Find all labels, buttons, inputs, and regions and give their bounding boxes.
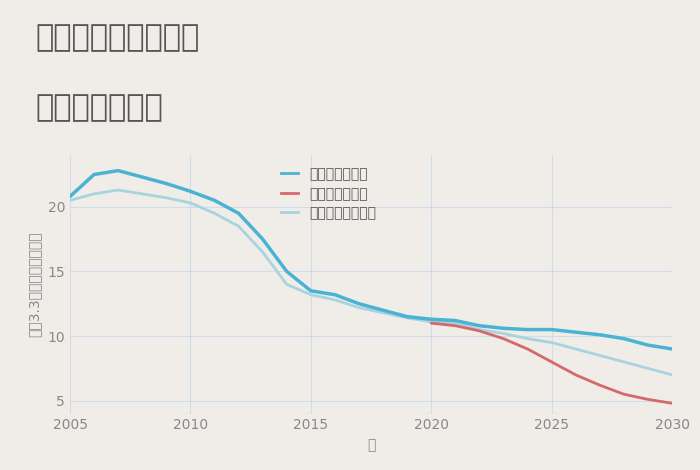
バッドシナリオ	[620, 392, 628, 397]
グッドシナリオ	[620, 336, 628, 341]
バッドシナリオ	[427, 321, 435, 326]
バッドシナリオ	[571, 372, 580, 378]
バッドシナリオ	[644, 397, 652, 402]
ノーマルシナリオ	[379, 310, 387, 315]
バッドシナリオ	[524, 346, 532, 352]
グッドシナリオ	[66, 194, 74, 199]
Line: バッドシナリオ: バッドシナリオ	[431, 323, 672, 403]
ノーマルシナリオ	[547, 340, 556, 345]
Y-axis label: 坪（3.3㎡）単価（万円）: 坪（3.3㎡）単価（万円）	[28, 232, 42, 337]
ノーマルシナリオ	[90, 191, 98, 196]
グッドシナリオ	[186, 188, 195, 194]
バッドシナリオ	[475, 328, 484, 334]
バッドシナリオ	[596, 383, 604, 388]
Line: グッドシナリオ: グッドシナリオ	[70, 171, 672, 349]
グッドシナリオ	[234, 211, 243, 216]
ノーマルシナリオ	[138, 191, 146, 196]
グッドシナリオ	[596, 332, 604, 337]
グッドシナリオ	[403, 314, 412, 320]
グッドシナリオ	[330, 292, 339, 298]
ノーマルシナリオ	[162, 195, 171, 201]
グッドシナリオ	[138, 174, 146, 180]
ノーマルシナリオ	[403, 315, 412, 321]
グッドシナリオ	[668, 346, 676, 352]
X-axis label: 年: 年	[367, 438, 375, 452]
ノーマルシナリオ	[234, 223, 243, 229]
ノーマルシナリオ	[210, 211, 218, 216]
ノーマルシナリオ	[571, 346, 580, 352]
バッドシナリオ	[668, 400, 676, 406]
ノーマルシナリオ	[186, 200, 195, 206]
バッドシナリオ	[547, 359, 556, 365]
グッドシナリオ	[547, 327, 556, 332]
ノーマルシナリオ	[258, 249, 267, 255]
ノーマルシナリオ	[668, 372, 676, 378]
ノーマルシナリオ	[355, 305, 363, 310]
グッドシナリオ	[427, 316, 435, 322]
グッドシナリオ	[90, 172, 98, 177]
グッドシナリオ	[499, 325, 508, 331]
グッドシナリオ	[451, 318, 459, 323]
Text: 三重県伊賀市丸柱の: 三重県伊賀市丸柱の	[35, 23, 200, 52]
ノーマルシナリオ	[283, 282, 291, 287]
ノーマルシナリオ	[307, 292, 315, 298]
ノーマルシナリオ	[499, 331, 508, 337]
ノーマルシナリオ	[427, 319, 435, 325]
ノーマルシナリオ	[524, 336, 532, 341]
グッドシナリオ	[571, 329, 580, 335]
グッドシナリオ	[162, 180, 171, 186]
グッドシナリオ	[355, 301, 363, 306]
グッドシナリオ	[210, 197, 218, 203]
グッドシナリオ	[258, 236, 267, 242]
ノーマルシナリオ	[66, 197, 74, 203]
グッドシナリオ	[379, 307, 387, 313]
ノーマルシナリオ	[451, 321, 459, 326]
バッドシナリオ	[451, 323, 459, 329]
グッドシナリオ	[283, 268, 291, 274]
ノーマルシナリオ	[475, 327, 484, 332]
Line: ノーマルシナリオ: ノーマルシナリオ	[70, 190, 672, 375]
グッドシナリオ	[644, 342, 652, 348]
ノーマルシナリオ	[644, 366, 652, 371]
ノーマルシナリオ	[596, 352, 604, 358]
グッドシナリオ	[524, 327, 532, 332]
グッドシナリオ	[114, 168, 122, 173]
ノーマルシナリオ	[330, 297, 339, 303]
グッドシナリオ	[475, 323, 484, 329]
Legend: グッドシナリオ, バッドシナリオ, ノーマルシナリオ: グッドシナリオ, バッドシナリオ, ノーマルシナリオ	[281, 167, 376, 220]
ノーマルシナリオ	[620, 359, 628, 365]
ノーマルシナリオ	[114, 187, 122, 193]
バッドシナリオ	[499, 336, 508, 341]
グッドシナリオ	[307, 288, 315, 294]
Text: 土地の価格推移: 土地の価格推移	[35, 93, 162, 122]
